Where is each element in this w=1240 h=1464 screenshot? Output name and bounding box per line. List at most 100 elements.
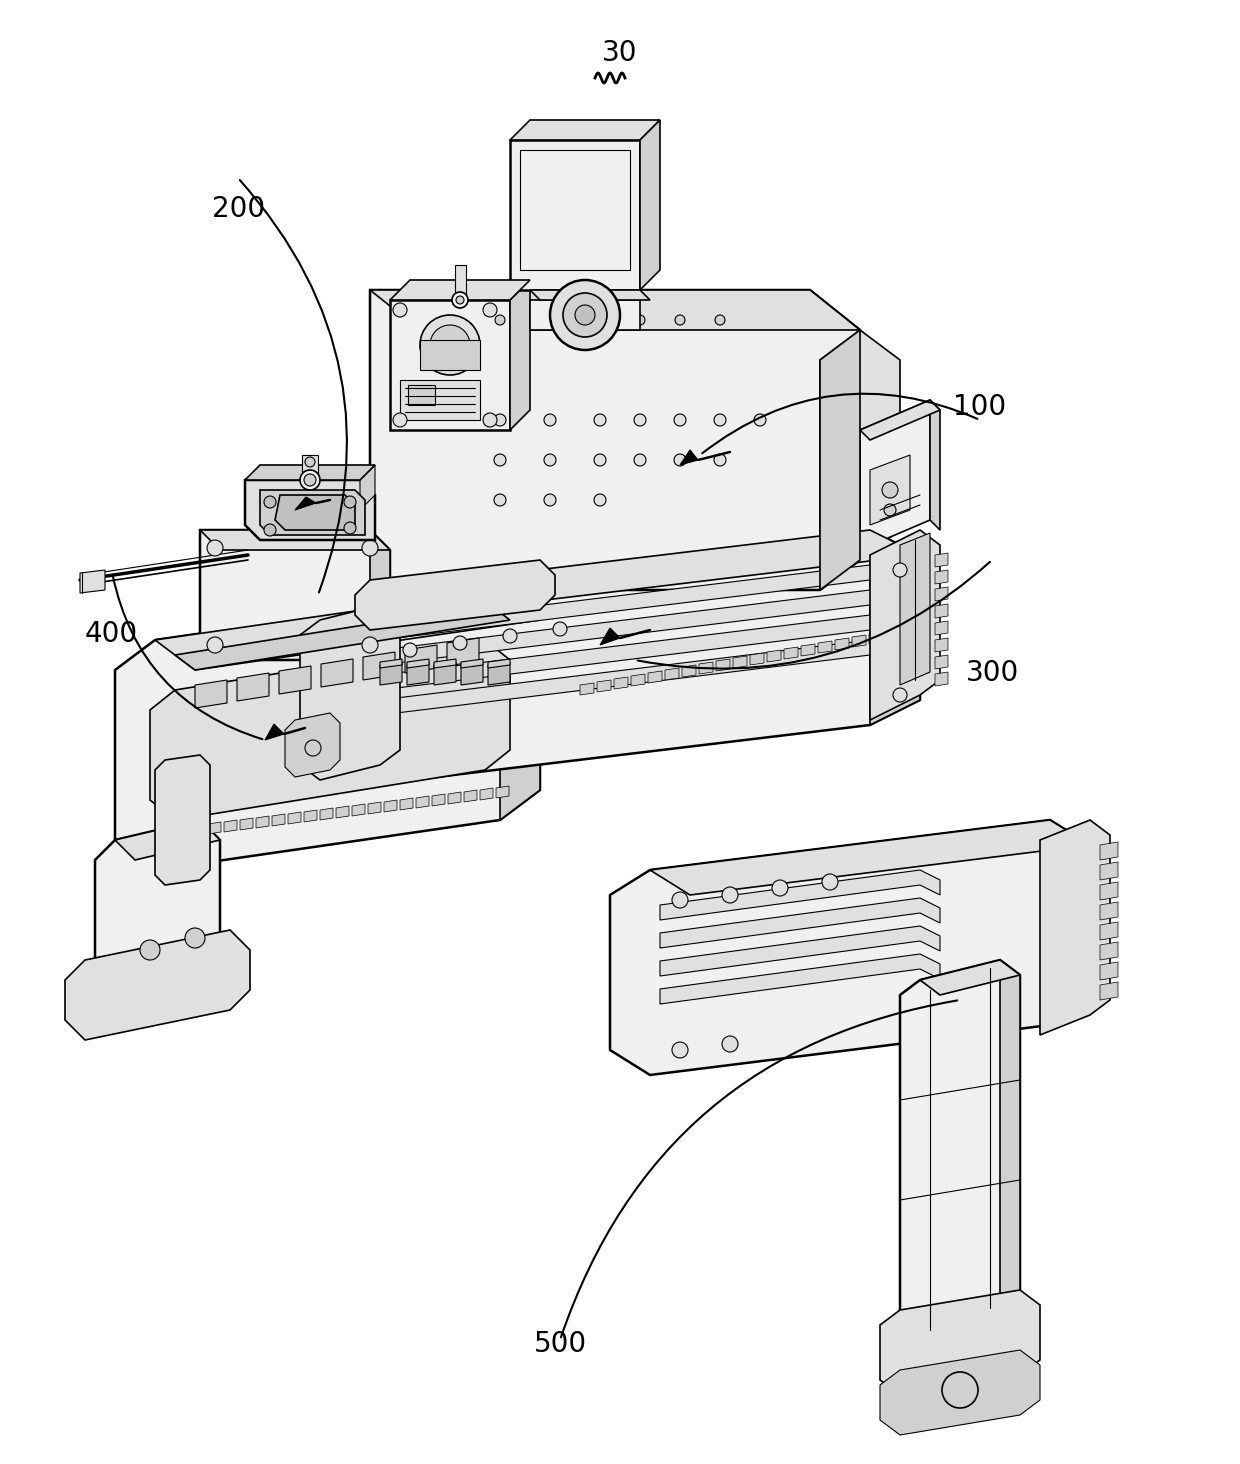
- Circle shape: [722, 887, 738, 903]
- Polygon shape: [208, 821, 221, 834]
- Circle shape: [264, 524, 277, 536]
- Polygon shape: [115, 820, 219, 859]
- Polygon shape: [95, 820, 219, 1000]
- Polygon shape: [379, 640, 895, 714]
- Polygon shape: [1100, 982, 1118, 1000]
- Circle shape: [484, 303, 497, 318]
- Circle shape: [403, 643, 417, 657]
- Circle shape: [715, 315, 725, 325]
- Polygon shape: [500, 590, 539, 820]
- Polygon shape: [255, 815, 269, 829]
- Polygon shape: [401, 798, 413, 810]
- Polygon shape: [370, 530, 920, 615]
- Polygon shape: [461, 662, 484, 685]
- Circle shape: [553, 622, 567, 635]
- Text: 500: 500: [534, 1329, 587, 1359]
- Circle shape: [484, 413, 497, 427]
- Polygon shape: [384, 799, 397, 813]
- Polygon shape: [935, 672, 949, 687]
- Polygon shape: [265, 725, 284, 739]
- Polygon shape: [408, 385, 435, 406]
- Polygon shape: [861, 400, 940, 441]
- Circle shape: [546, 315, 556, 325]
- Polygon shape: [1100, 862, 1118, 880]
- Polygon shape: [300, 605, 401, 780]
- Polygon shape: [81, 569, 105, 593]
- Polygon shape: [649, 671, 662, 684]
- Polygon shape: [510, 120, 660, 141]
- Circle shape: [453, 635, 467, 650]
- Polygon shape: [529, 290, 650, 300]
- Circle shape: [343, 523, 356, 534]
- Polygon shape: [900, 533, 930, 685]
- Circle shape: [714, 454, 725, 466]
- Circle shape: [494, 414, 506, 426]
- Polygon shape: [580, 684, 594, 695]
- Polygon shape: [682, 665, 696, 676]
- Polygon shape: [660, 927, 940, 976]
- Polygon shape: [496, 786, 508, 798]
- Polygon shape: [1050, 820, 1090, 1025]
- Circle shape: [634, 454, 646, 466]
- Polygon shape: [461, 659, 484, 668]
- Polygon shape: [434, 662, 456, 685]
- Polygon shape: [336, 807, 348, 818]
- Circle shape: [305, 457, 315, 467]
- Polygon shape: [1100, 962, 1118, 979]
- Circle shape: [675, 454, 686, 466]
- Circle shape: [675, 414, 686, 426]
- Circle shape: [453, 291, 467, 307]
- Polygon shape: [1100, 922, 1118, 940]
- Polygon shape: [935, 569, 949, 584]
- Polygon shape: [363, 651, 396, 679]
- Polygon shape: [1100, 941, 1118, 960]
- Circle shape: [300, 470, 320, 490]
- Polygon shape: [935, 621, 949, 635]
- Polygon shape: [237, 673, 269, 701]
- Polygon shape: [241, 818, 253, 830]
- Polygon shape: [175, 605, 510, 671]
- Polygon shape: [352, 804, 365, 815]
- Circle shape: [822, 874, 838, 890]
- Polygon shape: [699, 662, 713, 673]
- Polygon shape: [434, 659, 456, 668]
- Polygon shape: [768, 650, 781, 662]
- Polygon shape: [614, 676, 627, 690]
- Circle shape: [594, 454, 606, 466]
- Circle shape: [494, 454, 506, 466]
- Circle shape: [494, 493, 506, 507]
- Polygon shape: [455, 265, 466, 302]
- Polygon shape: [246, 480, 374, 540]
- Polygon shape: [195, 679, 227, 709]
- Circle shape: [893, 688, 906, 703]
- Circle shape: [594, 493, 606, 507]
- Polygon shape: [379, 565, 895, 640]
- Circle shape: [304, 474, 316, 486]
- Polygon shape: [870, 530, 920, 725]
- Circle shape: [773, 880, 787, 896]
- Circle shape: [503, 630, 517, 643]
- Polygon shape: [320, 808, 334, 820]
- Circle shape: [635, 315, 645, 325]
- Polygon shape: [869, 632, 883, 644]
- Polygon shape: [150, 640, 510, 820]
- Text: 400: 400: [86, 619, 138, 649]
- Polygon shape: [818, 641, 832, 653]
- Polygon shape: [370, 290, 861, 329]
- Polygon shape: [480, 788, 494, 799]
- Polygon shape: [835, 638, 849, 650]
- Polygon shape: [155, 755, 210, 886]
- Polygon shape: [391, 280, 529, 300]
- Polygon shape: [379, 590, 895, 665]
- Polygon shape: [870, 530, 940, 720]
- Polygon shape: [446, 638, 479, 666]
- Polygon shape: [680, 449, 698, 466]
- Polygon shape: [432, 793, 445, 807]
- Circle shape: [722, 1037, 738, 1053]
- Polygon shape: [288, 813, 301, 824]
- Polygon shape: [303, 455, 317, 482]
- Circle shape: [420, 315, 480, 375]
- Circle shape: [362, 637, 378, 653]
- Circle shape: [754, 414, 766, 426]
- Circle shape: [575, 305, 595, 325]
